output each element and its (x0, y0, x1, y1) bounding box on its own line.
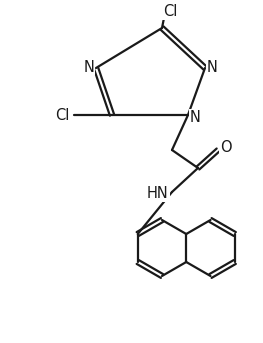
Text: Cl: Cl (163, 4, 177, 20)
Text: N: N (84, 59, 94, 74)
Text: N: N (190, 109, 200, 125)
Text: Cl: Cl (55, 107, 69, 122)
Text: O: O (220, 141, 232, 155)
Text: HN: HN (147, 187, 169, 201)
Text: N: N (206, 59, 218, 74)
